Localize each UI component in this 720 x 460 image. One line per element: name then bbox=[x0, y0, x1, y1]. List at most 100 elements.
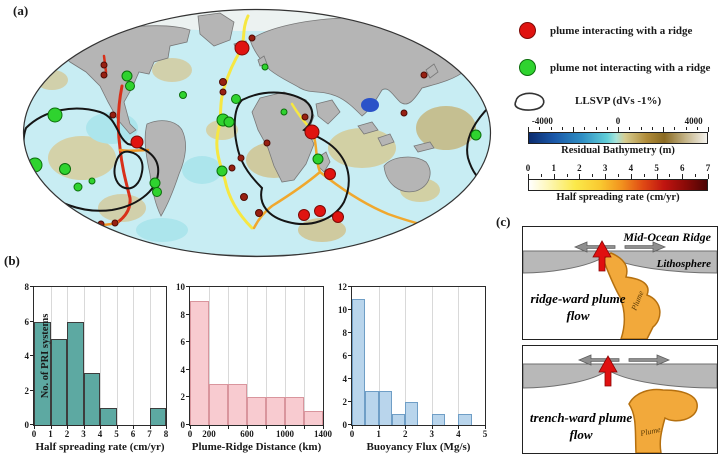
panel-a-label: (a) bbox=[13, 3, 29, 18]
upwelling-arrow-icon bbox=[592, 240, 612, 272]
y-tick-label: 0 bbox=[180, 420, 186, 430]
x-tick bbox=[83, 425, 85, 429]
x-tick bbox=[458, 425, 460, 429]
y-tick-label: 6 bbox=[24, 316, 30, 327]
x-tick-label: 2 bbox=[64, 429, 70, 439]
x-tick bbox=[228, 425, 229, 429]
plume-marker-green bbox=[47, 107, 63, 123]
x-tick-label: 1 bbox=[376, 429, 381, 439]
legend-red: plume interacting with a ridge bbox=[519, 22, 692, 39]
plume-marker-darkred bbox=[263, 139, 271, 147]
x-tick bbox=[34, 425, 35, 429]
plume-marker-darkred bbox=[255, 209, 263, 217]
x-tick-label: 7 bbox=[147, 429, 152, 439]
y-tick-label: 2 bbox=[24, 385, 30, 396]
gridline bbox=[228, 287, 229, 425]
x-axis-title: Buoyancy Flux (Mg/s) bbox=[366, 441, 471, 453]
x-tick bbox=[378, 425, 380, 429]
island-1 bbox=[357, 121, 379, 135]
plume-marker-darkred bbox=[219, 78, 227, 86]
plume-marker-green bbox=[179, 91, 187, 99]
plume-marker-green bbox=[470, 129, 482, 141]
greenland bbox=[197, 12, 235, 47]
plume-marker-darkred bbox=[100, 61, 108, 69]
histogram-bar bbox=[247, 397, 266, 425]
left-arrow-icon bbox=[577, 354, 620, 366]
x-tick-label: 8 bbox=[163, 429, 169, 439]
ridge-ward-caption-2: flow bbox=[566, 308, 589, 323]
legend-red-label: plume interacting with a ridge bbox=[550, 24, 693, 37]
plume-marker-red bbox=[298, 209, 310, 221]
plume-marker-green bbox=[59, 163, 71, 175]
y-tick bbox=[348, 309, 352, 310]
plume-marker-darkred bbox=[400, 109, 408, 117]
gridline bbox=[83, 287, 85, 425]
spreading-tick-marks bbox=[528, 174, 709, 179]
histogram-bar bbox=[50, 338, 67, 425]
y-tick-label: 12 bbox=[338, 282, 347, 292]
plume-marker-darkred bbox=[109, 111, 117, 119]
plume-marker-red bbox=[314, 205, 326, 217]
x-tick-label: 4 bbox=[456, 429, 461, 439]
histogram-bar bbox=[304, 411, 323, 425]
sw-indian-ridge bbox=[252, 170, 322, 230]
gridline bbox=[285, 287, 286, 425]
histogram-spreading-rate: 0 1 2 3 4 5 6 7 8 0 2 4 6 8 No. of PRI systems Half s… bbox=[25, 282, 169, 453]
histogram-plume-ridge-distance-plot: 0 200 600 1000 1400 0 2 4 6 8 10 bbox=[176, 282, 332, 439]
australia bbox=[383, 156, 431, 193]
trench-ward-diagram: trench-ward plume flow Plume bbox=[522, 345, 718, 454]
gridline bbox=[209, 287, 210, 425]
gridline bbox=[247, 287, 248, 425]
y-tick bbox=[186, 341, 190, 343]
histogram-bar bbox=[83, 373, 100, 425]
y-tick-label: 0 bbox=[24, 420, 30, 430]
plume-marker-green bbox=[231, 94, 241, 104]
x-tick bbox=[50, 425, 52, 429]
plume-marker-red bbox=[413, 235, 425, 247]
spreading-gradient-bar bbox=[528, 179, 708, 191]
x-tick bbox=[209, 425, 210, 429]
small-llsvp bbox=[113, 150, 144, 190]
x-tick bbox=[352, 425, 353, 429]
x-tick bbox=[149, 425, 151, 429]
gridline bbox=[458, 287, 460, 425]
y-tick-label: 8 bbox=[24, 282, 30, 292]
histogram-bar bbox=[228, 383, 247, 425]
y-tick bbox=[348, 332, 352, 333]
x-tick bbox=[133, 425, 134, 429]
x-tick bbox=[323, 425, 324, 429]
y-tick bbox=[348, 355, 352, 356]
y-tick-label: 8 bbox=[342, 328, 348, 338]
trench-ward-caption-1: trench-ward plume bbox=[530, 410, 632, 425]
x-tick bbox=[285, 425, 286, 429]
bathymetry-tick-marks bbox=[528, 127, 709, 132]
x-tick-label: 1 bbox=[48, 429, 53, 439]
histogram-bar bbox=[365, 390, 379, 425]
y-tick-label: 4 bbox=[180, 364, 186, 375]
x-tick-label: 0 bbox=[187, 429, 193, 439]
ridge-ward-diagram: Mid-Ocean Ridge Lithosphere ridge-ward p… bbox=[522, 226, 718, 340]
left-arrow-icon bbox=[573, 241, 616, 253]
gridline bbox=[116, 287, 118, 425]
plume-marker-red bbox=[304, 124, 320, 140]
histogram-bar bbox=[285, 397, 304, 425]
legend-llsvp: LLSVP (dVs -1%) bbox=[508, 88, 661, 114]
x-axis-title: Plume-Ridge Distance (km) bbox=[191, 441, 322, 453]
histogram-bar bbox=[34, 321, 51, 425]
x-tick bbox=[190, 425, 191, 429]
trench-ward-scene: trench-ward plume flow Plume bbox=[522, 354, 718, 454]
red-plume-dot-icon bbox=[519, 22, 536, 39]
new-guinea bbox=[413, 141, 435, 153]
tibet-anomaly bbox=[361, 98, 379, 112]
x-tick-label: 5 bbox=[114, 429, 119, 439]
plume-marker-darkred bbox=[240, 193, 248, 201]
histogram-bar bbox=[100, 407, 117, 425]
bathymetry-gradient-bar bbox=[528, 132, 708, 144]
plume-marker-darkred bbox=[228, 164, 236, 172]
plume-marker-darkred bbox=[219, 88, 227, 96]
plume-marker-darkred bbox=[100, 71, 108, 79]
y-tick bbox=[30, 286, 34, 287]
histogram-bar bbox=[67, 321, 84, 425]
